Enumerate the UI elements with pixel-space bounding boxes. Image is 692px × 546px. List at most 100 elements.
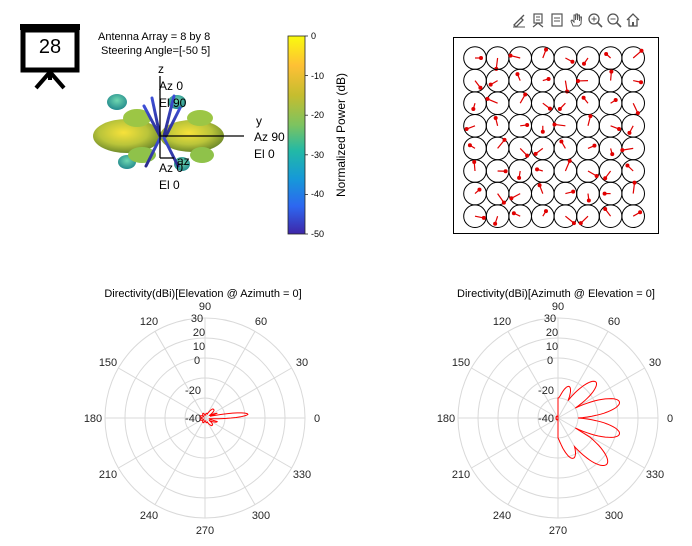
element-phase-dot <box>547 106 552 111</box>
polar-angle-label: 30 <box>649 357 661 369</box>
polar-angle-label: 150 <box>99 357 117 369</box>
polar-angle-label: 180 <box>84 413 102 425</box>
element-phase-dot <box>620 148 625 153</box>
element-phase-dot <box>540 129 545 134</box>
colorbar: 0 -10 -20 -30 -40 -50 Normalized Power (… <box>287 31 348 239</box>
element-phase-dot <box>604 51 609 56</box>
element-phase-dot <box>613 98 618 103</box>
element-phase-dot <box>546 76 551 81</box>
z-axis-label: z <box>158 62 164 76</box>
element-phase-dot <box>603 207 608 212</box>
element-phase-dot <box>578 221 583 226</box>
y-axis-el: El 0 <box>254 147 275 161</box>
element-phase-dot <box>627 130 632 135</box>
element-phase-dot <box>617 127 622 132</box>
element-phase-dot <box>571 221 576 226</box>
polar-radial-label: -40 <box>538 413 554 425</box>
element-phase-dot <box>588 114 593 119</box>
element-phase-dot <box>625 163 630 168</box>
array-element <box>621 204 645 228</box>
polar-angle-label: 270 <box>549 525 567 537</box>
element-phase-dot <box>639 80 644 85</box>
pan-hand-icon[interactable] <box>567 10 585 30</box>
x-axis-label: az <box>177 154 190 168</box>
zoom-in-icon[interactable] <box>586 10 604 30</box>
colorbar-tick: -40 <box>311 189 324 199</box>
element-phase-dot <box>481 215 486 220</box>
element-phase-dot <box>479 56 483 60</box>
zoom-out-icon[interactable] <box>605 10 623 30</box>
polar-radial-label: 30 <box>191 313 203 325</box>
element-phase-dot <box>485 96 490 101</box>
pattern-3d-plot <box>93 76 244 176</box>
slide-number: 28 <box>38 36 62 58</box>
data-tip-icon[interactable] <box>529 10 547 30</box>
polar-angle-label: 300 <box>605 510 623 522</box>
element-phase-dot <box>543 209 548 214</box>
polar-angle-label: 0 <box>667 413 673 425</box>
brush-icon[interactable] <box>510 10 528 30</box>
element-phase-dot <box>533 151 538 156</box>
element-phase-dot <box>471 106 476 111</box>
element-phase-dot <box>638 210 643 215</box>
element-phase-dot <box>576 78 581 83</box>
element-phase-dot <box>535 167 540 172</box>
polar-radial-label: -20 <box>538 385 554 397</box>
home-icon[interactable] <box>624 10 642 30</box>
z-axis-el: El 90 <box>159 96 187 110</box>
element-phase-dot <box>592 143 597 148</box>
polar-radial-label: 10 <box>546 341 558 353</box>
polar-angle-label: 240 <box>140 510 158 522</box>
element-phase-dot <box>523 92 528 97</box>
polar-angle-label: 90 <box>199 302 211 313</box>
element-phase-dot <box>509 196 514 201</box>
element-phase-dot <box>478 85 483 90</box>
polar-angle-label: 120 <box>493 316 511 328</box>
polar-radial-label: -40 <box>185 413 201 425</box>
element-phase-dot <box>537 183 542 188</box>
element-phase-dot <box>467 143 472 148</box>
element-phase-dot <box>557 106 562 111</box>
element-phase-dot <box>488 82 493 87</box>
element-phase-dot <box>477 187 482 192</box>
polar-angle-label: 90 <box>552 302 564 313</box>
element-phase-dot <box>544 47 549 52</box>
x-axis-el: El 0 <box>159 178 180 192</box>
select-icon[interactable] <box>548 10 566 30</box>
element-phase-dot <box>603 176 608 181</box>
presentation-board-icon <box>20 24 80 90</box>
polar-angle-label: 150 <box>452 357 470 369</box>
polar-radial-label: 20 <box>193 327 205 339</box>
polar-angle-label: 270 <box>196 525 214 537</box>
polar-angle-label: 30 <box>296 357 308 369</box>
element-phase-dot <box>632 180 637 185</box>
steering-spikes <box>142 88 182 176</box>
side-lobe <box>187 110 213 126</box>
polar-angle-label: 210 <box>99 469 117 481</box>
element-phase-dot <box>567 158 572 163</box>
pattern-title-line1: Antenna Array = 8 by 8 <box>98 31 211 43</box>
polar-radial-label: 10 <box>193 341 205 353</box>
polar-radial-label: 0 <box>547 355 553 367</box>
polar-radial-label: 20 <box>546 327 558 339</box>
polar-angle-label: 300 <box>252 510 270 522</box>
polar-radial-label: -20 <box>185 385 201 397</box>
main-lobe <box>93 119 161 153</box>
element-phase-dot <box>464 127 469 132</box>
side-lobe <box>190 147 214 163</box>
colorbar-tick: -50 <box>311 229 324 239</box>
element-phase-dot <box>493 221 498 226</box>
element-phase-dot <box>602 191 607 196</box>
element-phase-dot <box>511 211 516 216</box>
pattern-title-line2: Steering Angle=[-50 5] <box>101 45 211 57</box>
side-lobe <box>107 94 127 110</box>
colorbar-tick: -10 <box>311 71 324 81</box>
elevation-polar-title: Directivity(dBi)[Elevation @ Azimuth = 0… <box>104 288 302 300</box>
element-phase-dot <box>517 175 522 180</box>
azimuth-polar-title: Directivity(dBi)[Azimuth @ Elevation = 0… <box>457 288 655 300</box>
element-phase-dot <box>610 152 615 157</box>
colorbar-label: Normalized Power (dB) <box>334 73 348 197</box>
element-phase-dot <box>581 95 586 100</box>
element-phase-dot <box>501 200 506 205</box>
